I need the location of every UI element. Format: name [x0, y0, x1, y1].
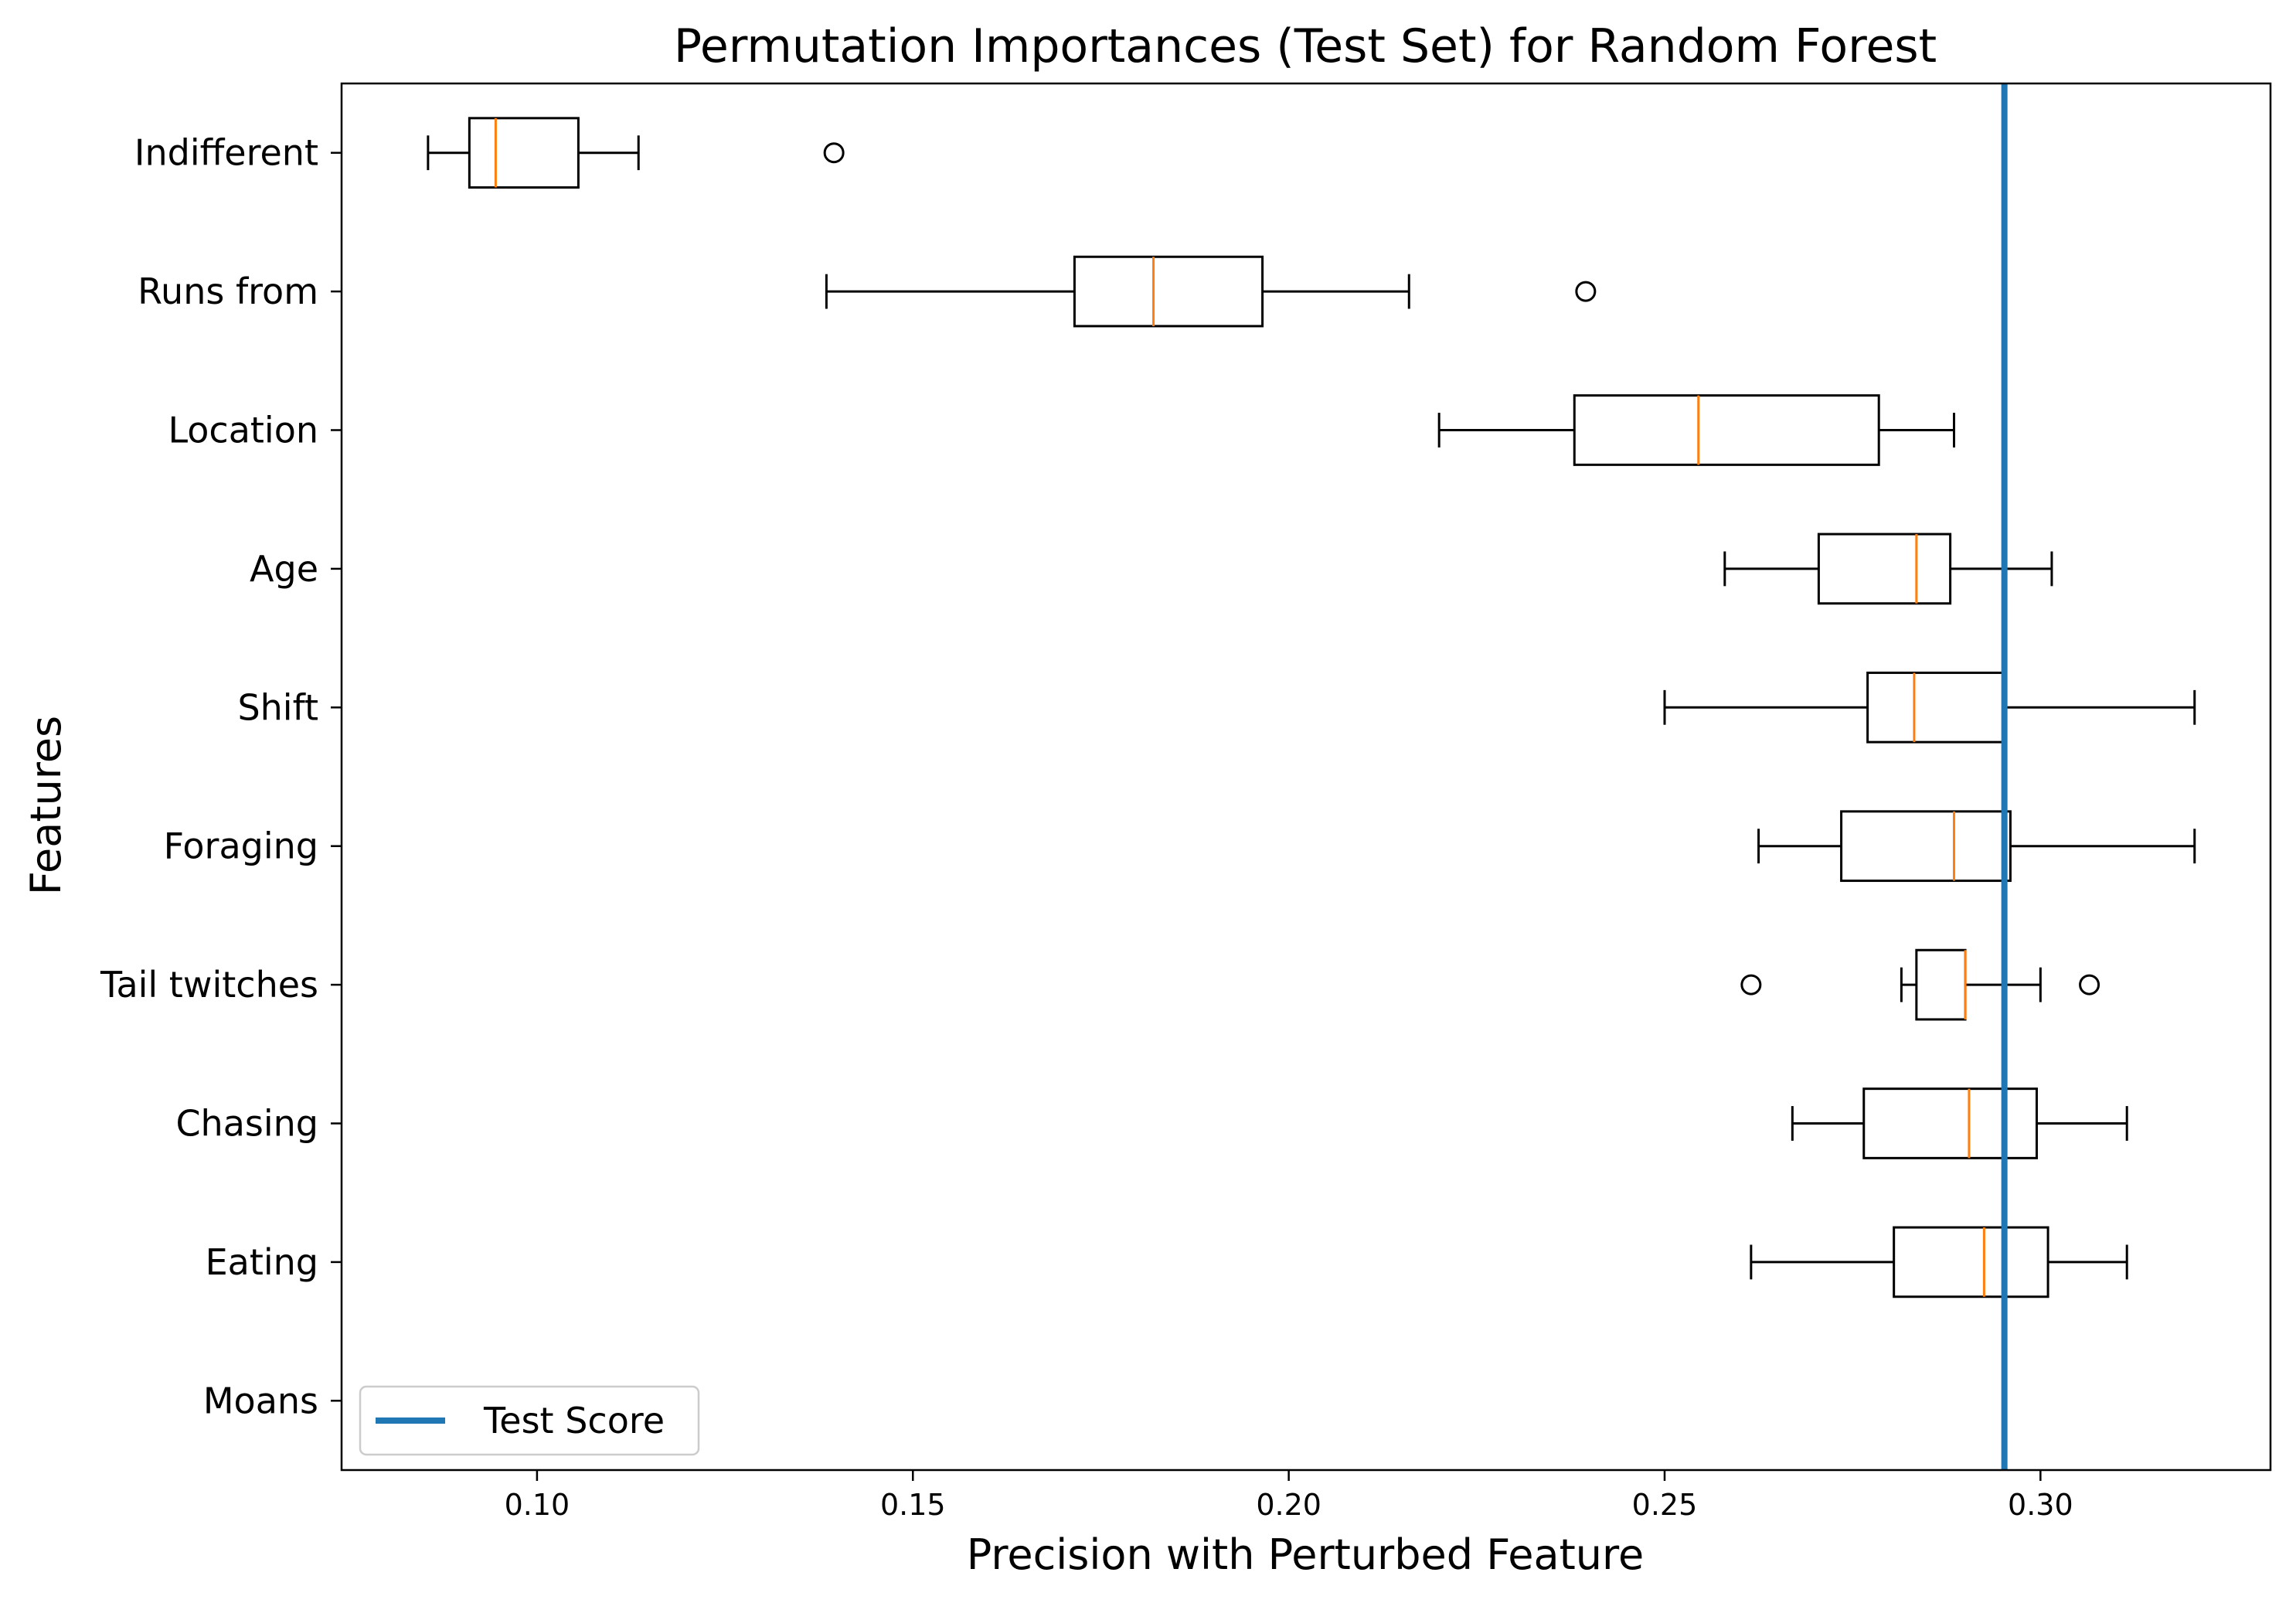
y-tick-label: Foraging [164, 825, 318, 867]
box [1573, 394, 1880, 466]
box [1862, 1087, 2038, 1159]
box [1893, 1226, 2049, 1298]
outlier-point [823, 142, 845, 164]
axes-frame [340, 82, 2272, 1472]
y-tick-label: Eating [206, 1241, 318, 1283]
y-axis-label: Features [22, 716, 70, 895]
box [1073, 255, 1264, 328]
chart-title: Permutation Importances (Test Set) for R… [674, 19, 1937, 73]
x-axis-label: Precision with Perturbed Feature [967, 1530, 1645, 1579]
y-tick-label: Runs from [138, 271, 318, 312]
box [468, 117, 580, 189]
box [1840, 810, 2012, 883]
outlier-point [2079, 974, 2100, 995]
legend-label: Test Score [483, 1400, 665, 1441]
legend-box [359, 1385, 700, 1456]
x-tick-label: 0.25 [1632, 1488, 1698, 1522]
box [1915, 948, 1967, 1021]
y-tick-label: Location [168, 410, 318, 451]
plot-area: 0.10 0.15 0.20 0.25 0.30 Indifferent Runs from… [100, 82, 2272, 1522]
y-tick-label: Age [250, 548, 318, 590]
x-tick-label: 0.10 [505, 1488, 570, 1522]
x-tick-label: 0.15 [880, 1488, 946, 1522]
box [1866, 671, 2006, 744]
box [1817, 533, 1952, 605]
y-tick-label: Shift [237, 686, 318, 728]
outlier-point [1740, 974, 1762, 995]
outlier-point [1575, 281, 1597, 302]
x-tick-label: 0.30 [2008, 1488, 2073, 1522]
y-tick-label: Chasing [175, 1103, 318, 1145]
x-tick-label: 0.20 [1256, 1488, 1321, 1522]
y-tick-label: Indifferent [134, 132, 318, 174]
y-tick-label: Tail twitches [100, 964, 318, 1006]
y-tick-label: Moans [203, 1380, 318, 1421]
